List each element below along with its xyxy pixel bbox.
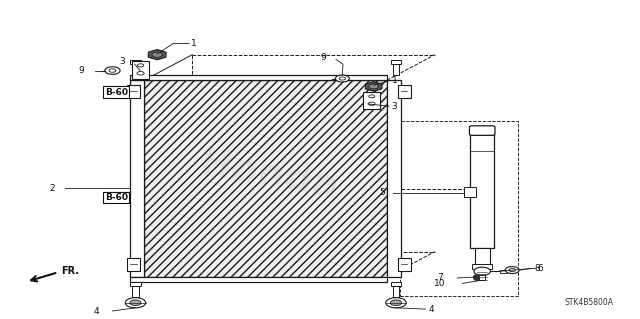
Circle shape [505,267,519,273]
Circle shape [369,95,374,98]
Text: 1: 1 [392,76,397,85]
Circle shape [386,298,406,308]
Circle shape [335,75,349,82]
Circle shape [130,300,141,306]
Circle shape [125,298,146,308]
Text: 1: 1 [191,39,196,48]
Bar [474,249,490,266]
Text: 10: 10 [435,279,446,288]
Text: 9: 9 [321,53,326,62]
Bar [393,286,399,297]
Text: 3: 3 [120,57,125,66]
Bar [472,264,492,269]
Bar [400,122,518,296]
Bar [131,277,387,282]
Bar [364,92,380,109]
Text: 4: 4 [429,305,434,314]
Text: 4: 4 [94,307,100,315]
Text: 2: 2 [49,184,55,193]
Bar [398,85,411,98]
Text: 5: 5 [380,189,385,197]
Circle shape [509,269,515,271]
Bar [132,61,150,78]
Bar [398,258,411,271]
FancyBboxPatch shape [469,126,495,135]
Circle shape [138,64,144,67]
Text: Honda: Honda [196,145,342,206]
Circle shape [339,77,346,80]
Polygon shape [145,80,387,277]
Text: 8: 8 [534,264,540,273]
Bar [131,80,145,277]
Bar [470,134,494,249]
Text: B-60: B-60 [105,193,128,202]
Circle shape [369,102,375,105]
Text: 3: 3 [392,102,397,111]
Circle shape [137,71,144,75]
Text: 7: 7 [438,273,444,282]
Text: B-60: B-60 [105,88,128,97]
Bar [479,268,485,280]
Bar [127,258,140,271]
Bar [500,270,507,273]
Text: STK4B5800A: STK4B5800A [564,298,614,307]
Bar [393,64,399,75]
Bar [387,80,401,277]
Text: 6: 6 [538,263,543,273]
Bar [127,85,140,98]
Circle shape [474,267,490,275]
Bar [391,60,401,64]
Text: FR.: FR. [61,266,79,276]
Bar [131,60,141,64]
Bar [131,75,387,80]
Bar [131,282,141,286]
Circle shape [390,300,402,306]
Text: 9: 9 [78,66,84,75]
Circle shape [109,69,116,72]
Circle shape [152,52,163,57]
Bar [132,64,139,75]
Polygon shape [365,82,382,91]
Polygon shape [148,50,166,60]
Bar [464,188,476,197]
Bar [132,286,139,297]
Circle shape [105,67,120,74]
Circle shape [369,84,378,89]
Bar [391,282,401,286]
